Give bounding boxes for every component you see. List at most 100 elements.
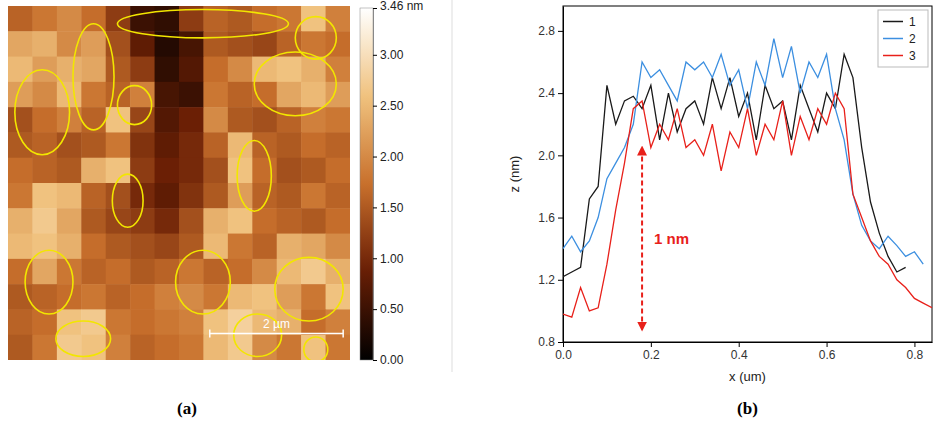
series-line — [563, 93, 932, 317]
plot-frame — [563, 6, 932, 342]
cell — [179, 259, 204, 285]
cell — [252, 208, 277, 234]
x-axis-title: x (um) — [729, 369, 766, 384]
tick: 3.00 — [373, 48, 404, 62]
cell — [32, 6, 57, 32]
cell — [179, 208, 204, 234]
tick-label: 1.6 — [538, 211, 555, 225]
outline — [73, 24, 114, 130]
cell — [106, 234, 131, 260]
cell — [228, 335, 253, 360]
cell — [301, 132, 326, 158]
tick-mark — [827, 342, 828, 347]
tick-mark — [558, 155, 563, 156]
cell — [301, 158, 326, 184]
tick-label: 0.2 — [643, 348, 660, 362]
cell — [203, 208, 228, 234]
cell — [301, 107, 326, 133]
scale-bar — [210, 333, 343, 335]
cell — [155, 309, 180, 335]
cell — [301, 284, 326, 310]
cell — [326, 309, 350, 335]
cell — [81, 57, 106, 83]
cell — [326, 234, 350, 260]
cell — [130, 208, 155, 234]
cell — [130, 57, 155, 83]
cell — [57, 183, 82, 209]
cell — [57, 234, 82, 260]
tick-mark — [373, 55, 377, 56]
cell — [155, 183, 180, 209]
series-line — [563, 39, 923, 265]
tick-label: 1.50 — [380, 201, 404, 215]
cell — [81, 31, 106, 57]
cell — [277, 107, 302, 133]
tick-label: 0.50 — [380, 302, 404, 316]
y-axis-title: z (nm) — [507, 156, 522, 193]
cell — [228, 234, 253, 260]
cell — [32, 284, 57, 310]
cell — [106, 183, 131, 209]
legend-label: 1 — [909, 15, 916, 29]
cell — [81, 183, 106, 209]
tick-mark — [558, 342, 563, 343]
cell — [155, 82, 180, 108]
legend-box — [878, 10, 928, 67]
cell — [130, 6, 155, 32]
cell — [203, 31, 228, 57]
tick-mark — [373, 8, 377, 9]
series-group — [563, 39, 932, 317]
axis-line — [373, 9, 374, 361]
cell — [228, 284, 253, 310]
scale-bar-end — [209, 329, 211, 337]
cell — [8, 158, 33, 184]
outline — [112, 174, 143, 227]
tick-mark — [558, 93, 563, 94]
tick: 2.00 — [373, 150, 404, 164]
tick: 3.46 nm — [373, 0, 423, 13]
cell — [8, 6, 33, 32]
outline — [176, 250, 231, 314]
cell — [203, 82, 228, 108]
cell — [155, 234, 180, 260]
outline — [275, 257, 343, 321]
cell — [203, 107, 228, 133]
cell — [130, 234, 155, 260]
tick-label: 3.46 nm — [380, 0, 423, 13]
cell — [155, 208, 180, 234]
cell — [179, 107, 204, 133]
tick-label: 0.8 — [538, 335, 555, 349]
tick: 1.50 — [373, 201, 404, 215]
cell — [155, 107, 180, 133]
tick-label: 2.0 — [538, 149, 555, 163]
cell — [8, 234, 33, 260]
tick: 2.0 — [538, 149, 563, 163]
cell — [228, 158, 253, 184]
legend-label: 2 — [909, 32, 916, 46]
annotation-arrow — [641, 148, 643, 330]
tick-label: 1.00 — [380, 252, 404, 266]
cell — [228, 259, 253, 285]
tick: 2.4 — [538, 86, 563, 100]
cell — [326, 107, 350, 133]
tick-label: 0.4 — [731, 348, 748, 362]
cell — [179, 183, 204, 209]
legend-swatch — [883, 38, 903, 40]
cell — [8, 107, 33, 133]
separator — [452, 0, 453, 372]
outline — [56, 321, 111, 356]
cell — [130, 259, 155, 285]
cell — [155, 158, 180, 184]
cell — [179, 132, 204, 158]
annotation-label: 1 nm — [654, 230, 689, 247]
cell — [179, 335, 204, 360]
cell — [277, 208, 302, 234]
cell — [57, 6, 82, 32]
cell — [228, 107, 253, 133]
tick-mark — [373, 207, 377, 208]
cell — [277, 234, 302, 260]
colorbar — [360, 8, 373, 360]
cell — [8, 335, 33, 360]
cell — [8, 57, 33, 83]
cell — [81, 234, 106, 260]
